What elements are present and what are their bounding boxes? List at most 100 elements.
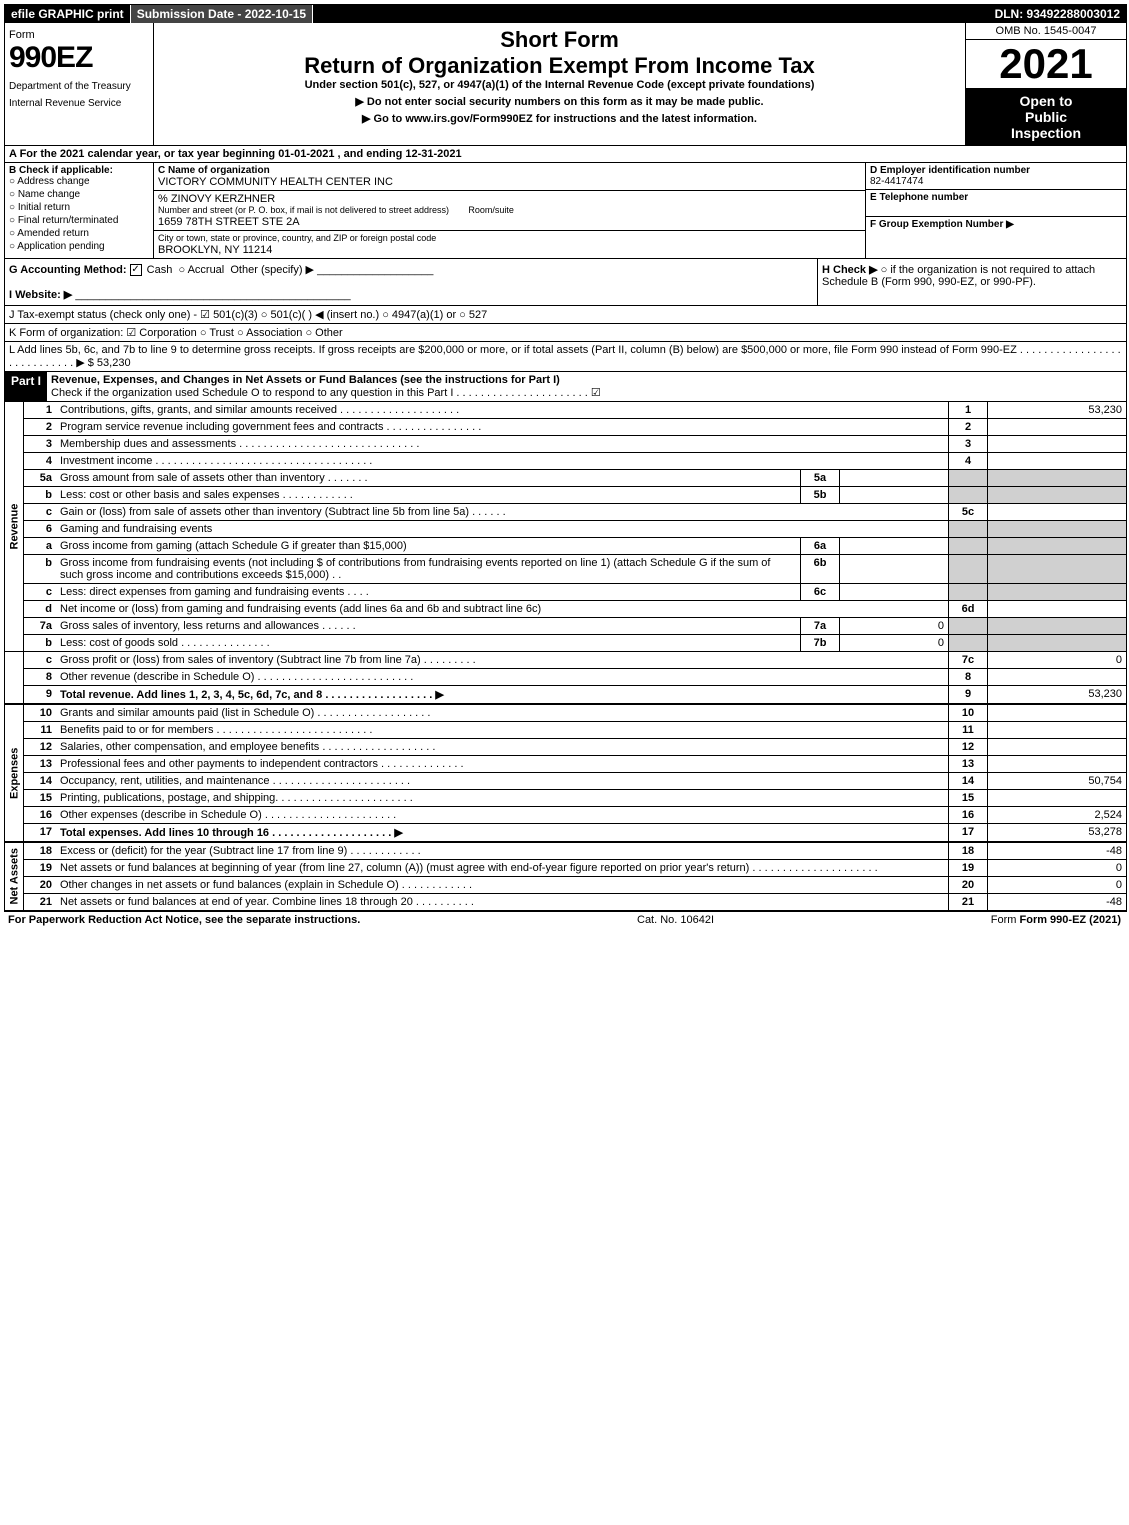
row-j: J Tax-exempt status (check only one) - ☑… bbox=[5, 306, 1126, 324]
efile-print-label[interactable]: efile GRAPHIC print bbox=[5, 5, 131, 23]
instruction-link[interactable]: ▶ Go to www.irs.gov/Form990EZ for instru… bbox=[158, 112, 961, 125]
line-5a-subval bbox=[840, 470, 949, 487]
line-13-amt bbox=[988, 756, 1127, 773]
line-7a-desc: Gross sales of inventory, less returns a… bbox=[56, 618, 801, 635]
footer-right: Form Form 990-EZ (2021) bbox=[991, 914, 1121, 926]
website-label: I Website: ▶ bbox=[9, 289, 72, 301]
group-label: F Group Exemption Number ▶ bbox=[870, 219, 1014, 230]
line-21-desc: Net assets or fund balances at end of ye… bbox=[56, 894, 949, 911]
line-5b-shade bbox=[949, 487, 988, 504]
line-12-desc: Salaries, other compensation, and employ… bbox=[56, 739, 949, 756]
line-12-box: 12 bbox=[949, 739, 988, 756]
check-amended-return[interactable]: ○ Amended return bbox=[9, 228, 149, 239]
line-14-num: 14 bbox=[24, 773, 57, 790]
line-20-num: 20 bbox=[24, 877, 57, 894]
side-label-revenue: Revenue bbox=[5, 402, 24, 652]
line-11-desc: Benefits paid to or for members . . . . … bbox=[56, 722, 949, 739]
section-b-label: B Check if applicable: bbox=[9, 165, 113, 176]
line-6c-subval bbox=[840, 584, 949, 601]
line-6-shade bbox=[949, 521, 988, 538]
check-cash[interactable] bbox=[130, 264, 142, 276]
header-center: Short Form Return of Organization Exempt… bbox=[154, 23, 965, 145]
form-number: 990EZ bbox=[9, 41, 149, 75]
accounting-label: G Accounting Method: bbox=[9, 264, 127, 276]
street: 1659 78TH STREET STE 2A bbox=[158, 216, 300, 228]
line-4-amt bbox=[988, 453, 1127, 470]
line-7b-shade bbox=[949, 635, 988, 652]
line-8-num: 8 bbox=[24, 669, 57, 686]
check-final-return[interactable]: ○ Final return/terminated bbox=[9, 215, 149, 226]
department-label: Department of the Treasury bbox=[9, 81, 149, 92]
line-5c-num: c bbox=[24, 504, 57, 521]
line-15-num: 15 bbox=[24, 790, 57, 807]
line-3-desc: Membership dues and assessments . . . . … bbox=[56, 436, 949, 453]
line-7a-shade bbox=[949, 618, 988, 635]
line-20-amt: 0 bbox=[988, 877, 1127, 894]
entity-block: B Check if applicable: ○ Address change … bbox=[5, 163, 1126, 259]
section-c: C Name of organization VICTORY COMMUNITY… bbox=[154, 163, 866, 258]
line-6a-num: a bbox=[24, 538, 57, 555]
line-7c-box: 7c bbox=[949, 652, 988, 669]
line-18-box: 18 bbox=[949, 842, 988, 860]
footer-left: For Paperwork Reduction Act Notice, see … bbox=[8, 914, 360, 926]
line-6b-shade bbox=[949, 555, 988, 584]
line-7a-sub: 7a bbox=[801, 618, 840, 635]
line-6a-subval bbox=[840, 538, 949, 555]
org-name-label: C Name of organization bbox=[158, 165, 861, 176]
line-1-num: 1 bbox=[24, 402, 57, 419]
check-accrual[interactable]: Accrual bbox=[188, 264, 225, 276]
line-6a-shade bbox=[949, 538, 988, 555]
line-8-box: 8 bbox=[949, 669, 988, 686]
line-17-amt: 53,278 bbox=[988, 824, 1127, 843]
line-5a-desc: Gross amount from sale of assets other t… bbox=[56, 470, 801, 487]
submission-date: Submission Date - 2022-10-15 bbox=[131, 5, 313, 23]
care-of: % ZINOVY KERZHNER bbox=[158, 193, 275, 205]
line-1-desc: Contributions, gifts, grants, and simila… bbox=[56, 402, 949, 419]
line-5b-num: b bbox=[24, 487, 57, 504]
line-17-box: 17 bbox=[949, 824, 988, 843]
dln-number: DLN: 93492288003012 bbox=[989, 5, 1126, 23]
part-1-title: Revenue, Expenses, and Changes in Net As… bbox=[51, 374, 560, 386]
check-name-change[interactable]: ○ Name change bbox=[9, 189, 149, 200]
line-6b-num: b bbox=[24, 555, 57, 584]
line-16-amt: 2,524 bbox=[988, 807, 1127, 824]
other-specify: Other (specify) ▶ bbox=[230, 264, 314, 276]
street-block: % ZINOVY KERZHNER Number and street (or … bbox=[154, 191, 865, 231]
line-19-desc: Net assets or fund balances at beginning… bbox=[56, 860, 949, 877]
check-address-change[interactable]: ○ Address change bbox=[9, 176, 149, 187]
section-b: B Check if applicable: ○ Address change … bbox=[5, 163, 154, 258]
form-label: Form bbox=[9, 29, 35, 41]
line-21-num: 21 bbox=[24, 894, 57, 911]
inspection-box: Open to Public Inspection bbox=[966, 89, 1126, 145]
part-1-header: Part I Revenue, Expenses, and Changes in… bbox=[5, 372, 1126, 402]
check-application-pending[interactable]: ○ Application pending bbox=[9, 241, 149, 252]
line-1-amt: 53,230 bbox=[988, 402, 1127, 419]
line-2-box: 2 bbox=[949, 419, 988, 436]
line-5b-sub: 5b bbox=[801, 487, 840, 504]
line-12-amt bbox=[988, 739, 1127, 756]
tax-year: 2021 bbox=[966, 40, 1126, 89]
line-4-box: 4 bbox=[949, 453, 988, 470]
ein: 82-4417474 bbox=[870, 176, 923, 187]
check-initial-return[interactable]: ○ Initial return bbox=[9, 202, 149, 213]
line-7b-shade2 bbox=[988, 635, 1127, 652]
line-15-amt bbox=[988, 790, 1127, 807]
line-5c-box: 5c bbox=[949, 504, 988, 521]
revenue-expense-table: Revenue 1 Contributions, gifts, grants, … bbox=[5, 402, 1126, 911]
line-7a-num: 7a bbox=[24, 618, 57, 635]
line-6c-sub: 6c bbox=[801, 584, 840, 601]
phone-block: E Telephone number bbox=[866, 190, 1126, 217]
line-7a-subval: 0 bbox=[840, 618, 949, 635]
phone-label: E Telephone number bbox=[870, 192, 968, 203]
line-2-amt bbox=[988, 419, 1127, 436]
line-6d-num: d bbox=[24, 601, 57, 618]
line-6c-shade bbox=[949, 584, 988, 601]
line-19-box: 19 bbox=[949, 860, 988, 877]
line-11-amt bbox=[988, 722, 1127, 739]
line-18-desc: Excess or (deficit) for the year (Subtra… bbox=[56, 842, 949, 860]
line-1-box: 1 bbox=[949, 402, 988, 419]
line-7b-desc: Less: cost of goods sold . . . . . . . .… bbox=[56, 635, 801, 652]
line-7c-num: c bbox=[24, 652, 57, 669]
line-6c-shade2 bbox=[988, 584, 1127, 601]
line-7b-num: b bbox=[24, 635, 57, 652]
